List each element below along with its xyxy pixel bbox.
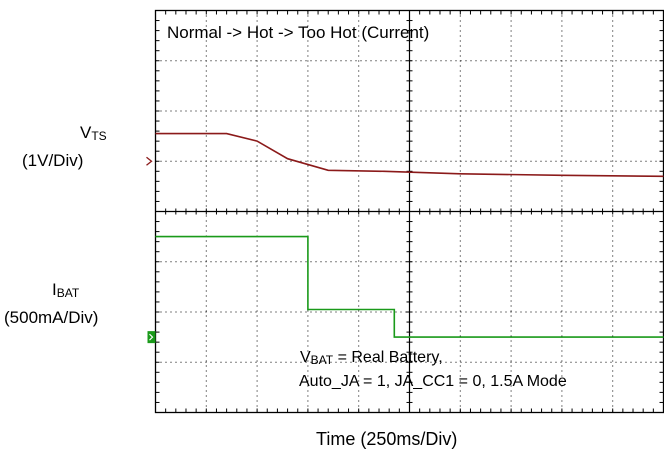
- ibat-marker-chevron: [149, 333, 154, 341]
- ibat-sub: BAT: [56, 286, 80, 300]
- vts-channel-name: VTS: [80, 123, 107, 143]
- vts-ground-marker: [146, 156, 153, 166]
- chart-title: Normal -> Hot -> Too Hot (Current): [167, 23, 430, 42]
- trace-v-ts: [155, 132, 664, 178]
- channel-markers: [146, 156, 156, 344]
- vts-sub: TS: [91, 129, 107, 143]
- annotation-vbat-rest: = Real Battery,: [333, 349, 443, 366]
- x-axis-label: Time (250ms/Div): [316, 429, 458, 449]
- ibat-channel-name: IBAT: [52, 280, 80, 300]
- traces: [155, 132, 664, 338]
- graticule: [155, 10, 664, 413]
- annotation-vbat-sub: BAT: [310, 353, 334, 367]
- ibat-main: I: [52, 280, 57, 299]
- vts-main: V: [80, 123, 92, 142]
- vts-scale-label: (1V/Div): [22, 151, 84, 170]
- ibat-scale-label: (500mA/Div): [4, 308, 99, 327]
- annotation-vbat-main: V: [300, 349, 311, 366]
- annotation-vbat: VBAT = Real Battery,: [300, 349, 443, 367]
- trace-i-bat: [155, 235, 664, 338]
- annotation-mode: Auto_JA = 1, JA_CC1 = 0, 1.5A Mode: [299, 373, 567, 390]
- ibat-ground-marker: [147, 331, 156, 344]
